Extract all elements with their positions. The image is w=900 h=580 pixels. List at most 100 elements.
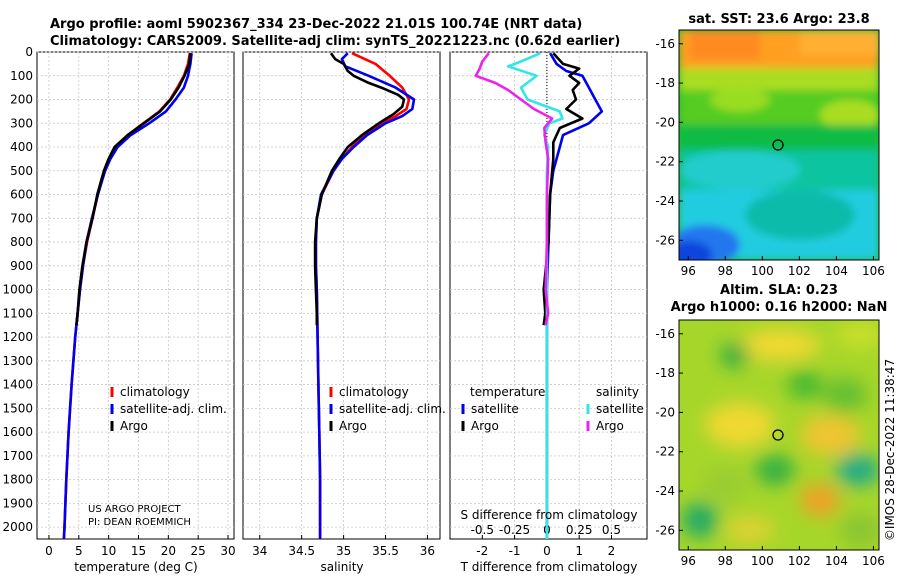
- legend-title-salinity: salinity: [596, 385, 639, 399]
- map-x-tick-label: 104: [825, 554, 848, 568]
- map-y-tick-label: -26: [655, 233, 675, 247]
- title-line-2: Climatology: CARS2009. Satellite-adj cli…: [50, 34, 620, 49]
- map-x-tick-label: 100: [751, 264, 774, 278]
- map-x-tick-label: 104: [825, 264, 848, 278]
- y-tick-label: 1300: [2, 354, 33, 368]
- map-x-tick-label: 96: [681, 554, 696, 568]
- legend-sal-argo: Argo: [596, 419, 624, 433]
- sla-map-subtitle: Argo h1000: 0.16 h2000: NaN: [671, 300, 888, 315]
- series-satellite-adj-clim-: [314, 52, 416, 539]
- sst-map-frame: [678, 29, 880, 261]
- map-x-tick-label: 106: [862, 554, 885, 568]
- map-x-tick-label: 102: [788, 554, 811, 568]
- x-tick-label: 0: [543, 544, 551, 558]
- temperature-legend: climatology satellite-adj. clim. Argo: [110, 385, 227, 433]
- x-tick-label: 2: [608, 544, 616, 558]
- series-argo: [313, 52, 406, 326]
- salinity-xlabel: salinity: [320, 560, 363, 574]
- series-climatology: [314, 52, 411, 539]
- title-line-1: Argo profile: aoml 5902367_334 23-Dec-20…: [50, 17, 582, 32]
- y-tick-label: 1100: [2, 306, 33, 320]
- x-tick-label: 35: [336, 544, 351, 558]
- y-tick-label: 200: [10, 93, 33, 107]
- map-x-tick-label: 106: [862, 264, 885, 278]
- map-y-tick-label: -24: [655, 194, 675, 208]
- x-tick-label: 30: [220, 544, 235, 558]
- x-tick-label: 34: [252, 544, 267, 558]
- legend-argo: Argo: [120, 419, 148, 433]
- difference-panel: [449, 51, 648, 540]
- sst-map-title: sat. SST: 23.6 Argo: 23.8: [688, 12, 869, 27]
- sla-argo-marker: [772, 429, 784, 441]
- y-tick-label: 100: [10, 69, 33, 83]
- legend-argo: Argo: [339, 419, 367, 433]
- sla-map-frame: [678, 319, 880, 551]
- y-tick-label: 0: [25, 45, 33, 59]
- x-top-tick-label: -0.25: [499, 523, 530, 537]
- salinity-panel: [242, 51, 441, 540]
- temperature-xlabel: temperature (deg C): [74, 560, 197, 574]
- map-x-tick-label: 98: [718, 554, 733, 568]
- y-tick-label: 2000: [2, 520, 33, 534]
- y-tick-label: 1700: [2, 449, 33, 463]
- sla-map-image: [679, 320, 879, 550]
- x-tick-label: 34.5: [288, 544, 315, 558]
- map-y-tick-label: -22: [655, 155, 675, 169]
- y-tick-label: 900: [10, 259, 33, 273]
- series-salinity-satellite: [506, 52, 564, 539]
- map-x-tick-label: 96: [681, 264, 696, 278]
- axis-ticks: 0100200300400500600700800900100011001200…: [2, 45, 621, 558]
- y-tick-label: 300: [10, 116, 33, 130]
- legend-temp-satellite: satellite: [471, 402, 519, 416]
- sst-map-image: [679, 30, 879, 260]
- y-tick-label: 1200: [2, 330, 33, 344]
- y-tick-label: 1600: [2, 425, 33, 439]
- salinity-legend: climatology satellite-adj. clim. Argo: [329, 385, 446, 433]
- legend-satellite: satellite-adj. clim.: [339, 402, 446, 416]
- x-tick-label: 25: [191, 544, 206, 558]
- map-ticks: 96 98 100 102 104 106 -16 -18 -20 -22 -24 -26 96 98 10…: [655, 37, 885, 568]
- x-tick-label: 36: [420, 544, 435, 558]
- y-tick-label: 1800: [2, 473, 33, 487]
- legend-climatology: climatology: [339, 385, 409, 399]
- map-y-tick-label: -18: [655, 366, 675, 380]
- series-salinity-argo: [474, 52, 554, 326]
- legend-temp-argo: Argo: [471, 419, 499, 433]
- map-y-tick-label: -20: [655, 405, 675, 419]
- credit-pi: PI: DEAN ROEMMICH: [88, 517, 191, 528]
- legend-satellite: satellite-adj. clim.: [120, 402, 227, 416]
- map-y-tick-label: -20: [655, 115, 675, 129]
- temperature-panel: [36, 51, 235, 540]
- series-temperature-satellite: [545, 52, 604, 539]
- profile-lines: [62, 52, 604, 540]
- y-tick-label: 600: [10, 188, 33, 202]
- map-x-tick-label: 100: [751, 554, 774, 568]
- map-x-tick-label: 98: [718, 264, 733, 278]
- x-top-tick-label: 0.25: [566, 523, 593, 537]
- map-y-tick-label: -16: [655, 37, 675, 51]
- x-tick-label: 5: [75, 544, 83, 558]
- x-tick-label: 20: [161, 544, 176, 558]
- difference-xlabel: T difference from climatology: [460, 560, 638, 574]
- legend-climatology: climatology: [120, 385, 190, 399]
- series-climatology: [62, 52, 192, 540]
- sla-map-title: Altim. SLA: 0.23: [720, 283, 838, 298]
- y-tick-label: 800: [10, 235, 33, 249]
- map-y-tick-label: -18: [655, 76, 675, 90]
- x-tick-label: 1: [575, 544, 583, 558]
- x-tick-label: 15: [131, 544, 146, 558]
- x-top-tick-label: -0.5: [471, 523, 494, 537]
- map-y-tick-label: -24: [655, 484, 675, 498]
- y-tick-label: 700: [10, 211, 33, 225]
- y-tick-label: 1500: [2, 401, 33, 415]
- series-satellite-adj-clim-: [62, 53, 193, 540]
- x-tick-label: 10: [101, 544, 116, 558]
- y-tick-label: 1400: [2, 378, 33, 392]
- x-tick-label: 0: [45, 544, 53, 558]
- x-tick-label: -2: [476, 544, 488, 558]
- grid-lines: [37, 51, 647, 539]
- series-temperature-argo: [542, 52, 584, 326]
- copyright-stamp: ©IMOS 28-Dec-2022 11:38:47: [883, 359, 897, 541]
- y-tick-label: 400: [10, 140, 33, 154]
